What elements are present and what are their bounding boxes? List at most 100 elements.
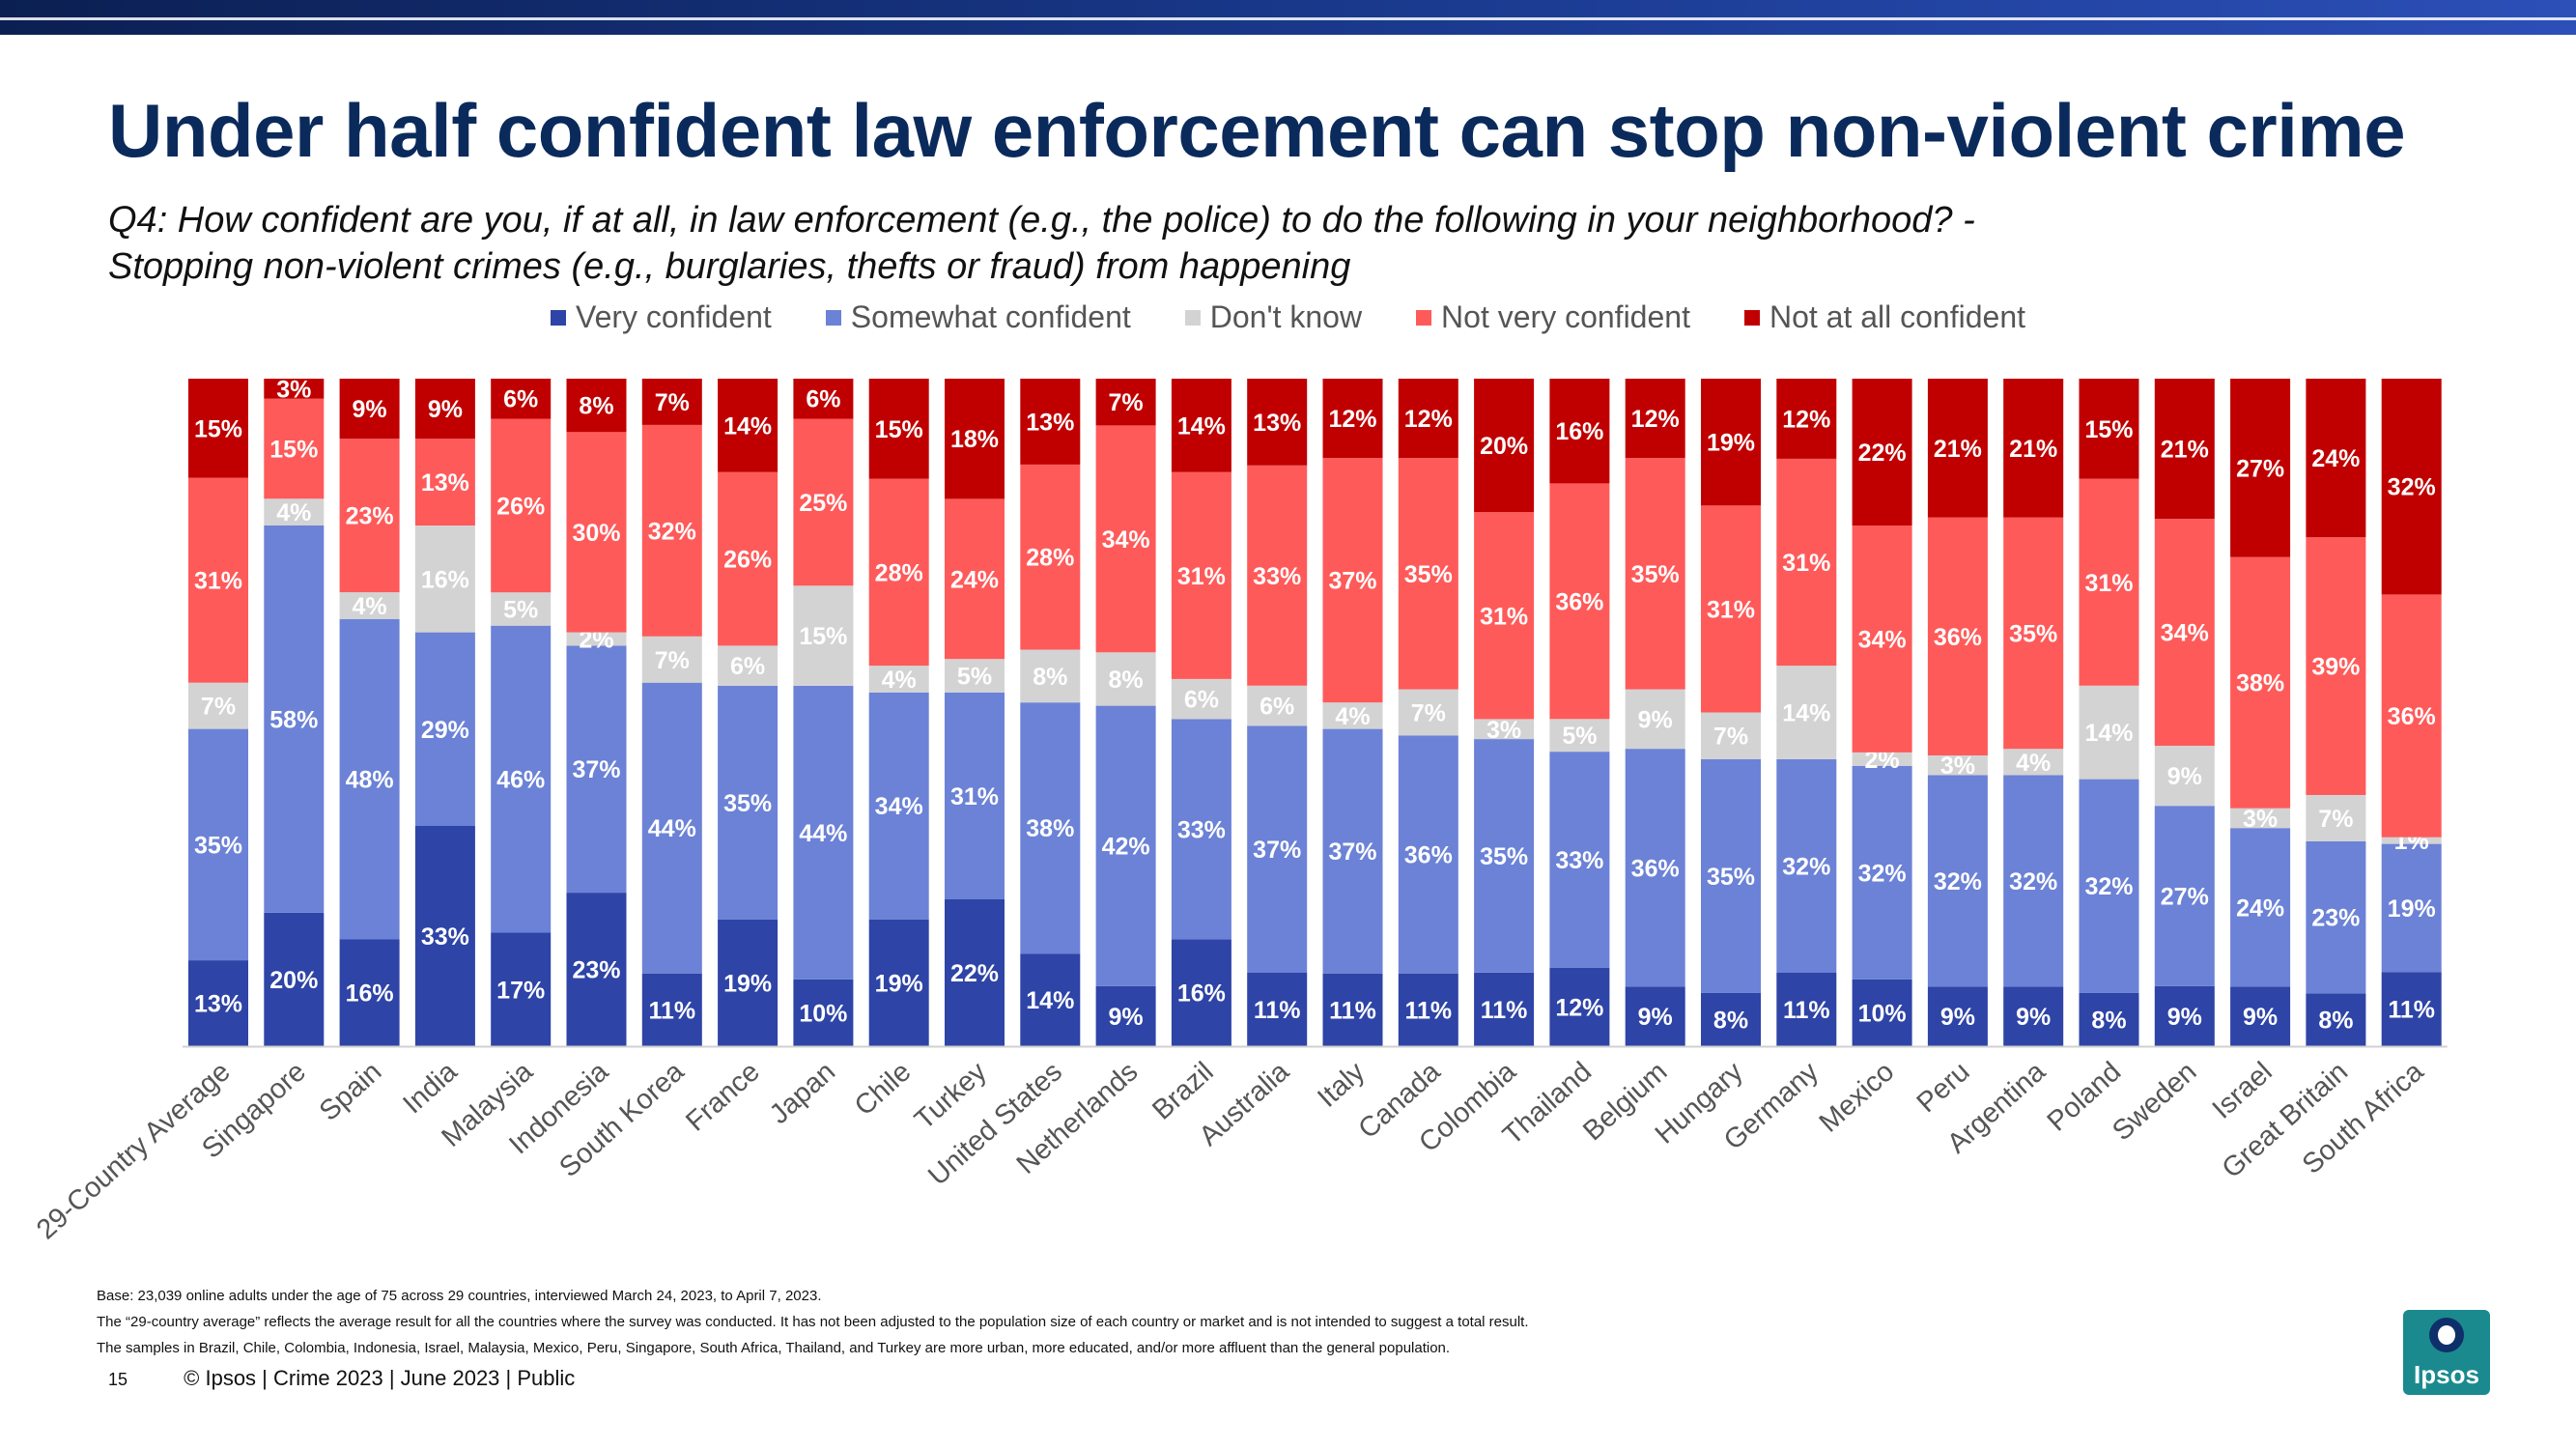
data-label-very-confident-thailand: 12% xyxy=(1555,994,1603,1021)
data-label-somewhat-confident-united-states: 38% xyxy=(1026,815,1074,842)
data-label-very-confident-germany: 11% xyxy=(1783,997,1830,1024)
bar-segment-don-t-know-malaysia xyxy=(491,592,552,626)
bar-segment-not-very-confident-argentina xyxy=(2003,517,2064,750)
bar-segment-don-t-know-netherlands xyxy=(1095,652,1156,706)
data-label-not-very-confident-germany: 31% xyxy=(1782,550,1830,577)
bar-segment-not-very-confident-belgium xyxy=(1625,458,1685,690)
data-label-not-at-all-confident-canada: 12% xyxy=(1404,406,1453,433)
data-label-don-t-know-brazil: 6% xyxy=(1184,687,1219,714)
data-label-somewhat-confident-turkey: 31% xyxy=(950,783,999,810)
bar-segment-don-t-know-japan xyxy=(793,585,854,686)
data-label-very-confident-sweden: 9% xyxy=(2167,1004,2202,1031)
data-label-don-t-know-thailand: 5% xyxy=(1562,723,1597,750)
bar-segment-not-very-confident-australia xyxy=(1247,465,1308,686)
data-label-not-very-confident-great-britain: 39% xyxy=(2311,654,2360,681)
data-label-very-confident-mexico: 10% xyxy=(1858,1001,1907,1028)
bar-segment-don-t-know-brazil xyxy=(1171,679,1231,720)
logo-text: Ipsos xyxy=(2414,1360,2479,1389)
data-label-don-t-know-poland: 14% xyxy=(2084,720,2133,747)
page-number: 15 xyxy=(108,1370,128,1389)
data-label-very-confident-south-africa: 11% xyxy=(2388,997,2435,1024)
data-label-not-very-confident-argentina: 35% xyxy=(2009,620,2057,647)
category-label-spain: Spain xyxy=(314,1056,388,1126)
bar-segment-don-t-know-south-korea xyxy=(641,636,702,683)
bar-segment-don-t-know-chile xyxy=(868,666,929,693)
bar-segment-don-t-know-great-britain xyxy=(2306,795,2366,841)
bar-segment-not-at-all-confident-peru xyxy=(1927,379,1988,518)
bar-segment-very-confident-29-country-average xyxy=(188,960,248,1046)
bar-segment-not-very-confident-germany xyxy=(1776,458,1837,667)
bar-segment-somewhat-confident-chile xyxy=(868,692,929,920)
bar-segment-don-t-know-peru xyxy=(1927,755,1988,776)
data-label-not-very-confident-mexico: 34% xyxy=(1858,627,1907,654)
data-label-not-at-all-confident-indonesia: 8% xyxy=(579,393,613,420)
data-label-not-at-all-confident-colombia: 20% xyxy=(1480,433,1528,460)
category-label-italy: Italy xyxy=(1312,1056,1371,1114)
bar-segment-don-t-know-belgium xyxy=(1625,689,1685,750)
bar-segment-very-confident-argentina xyxy=(2003,986,2064,1046)
bar-segment-not-very-confident-spain xyxy=(339,439,400,593)
data-label-not-very-confident-italy: 37% xyxy=(1328,568,1376,595)
bar-segment-not-at-all-confident-chile xyxy=(868,379,929,479)
bar-segment-don-t-know-singapore xyxy=(264,498,325,526)
data-label-not-at-all-confident-japan: 6% xyxy=(806,386,840,413)
stacked-bar-chart: 13%35%7%31%15%29-Country Average20%58%4%… xyxy=(30,376,2448,1246)
bar-segment-very-confident-peru xyxy=(1927,986,1988,1046)
bar-segment-very-confident-hungary xyxy=(1701,992,1761,1046)
data-label-don-t-know-united-states: 8% xyxy=(1033,664,1067,691)
bar-segment-not-very-confident-israel xyxy=(2230,556,2291,809)
data-label-not-at-all-confident-israel: 27% xyxy=(2236,455,2284,482)
data-label-not-at-all-confident-belgium: 12% xyxy=(1631,406,1680,433)
data-label-not-very-confident-29-country-average: 31% xyxy=(194,568,242,595)
data-label-don-t-know-turkey: 5% xyxy=(957,664,992,691)
data-label-not-very-confident-turkey: 24% xyxy=(950,566,999,593)
bar-segment-not-at-all-confident-south-korea xyxy=(641,379,702,425)
bar-segment-not-at-all-confident-singapore xyxy=(264,379,325,399)
bar-segment-don-t-know-india xyxy=(414,526,475,633)
bar-segment-very-confident-brazil xyxy=(1171,939,1231,1046)
data-label-not-at-all-confident-south-korea: 7% xyxy=(655,389,690,416)
data-label-don-t-know-argentina: 4% xyxy=(2016,750,2051,777)
bar-segment-don-t-know-united-states xyxy=(1020,649,1081,703)
bar-segment-somewhat-confident-spain xyxy=(339,618,400,940)
data-label-somewhat-confident-great-britain: 23% xyxy=(2311,905,2360,932)
legend-swatch-very-confident xyxy=(551,309,566,326)
bar-segment-somewhat-confident-mexico xyxy=(1852,765,1912,980)
data-label-not-at-all-confident-singapore: 3% xyxy=(276,376,311,403)
legend-item-not-very-confident: Not very confident xyxy=(1416,299,1690,335)
bar-segment-don-t-know-29-country-average xyxy=(188,682,248,729)
bar-segment-not-very-confident-hungary xyxy=(1701,505,1761,713)
bar-segment-don-t-know-australia xyxy=(1247,685,1308,726)
data-label-not-very-confident-united-states: 28% xyxy=(1026,545,1074,572)
category-label-united-states: United States xyxy=(922,1056,1068,1191)
data-label-very-confident-indonesia: 23% xyxy=(572,957,620,984)
bar-segment-not-at-all-confident-argentina xyxy=(2003,379,2064,518)
bar-segment-very-confident-indonesia xyxy=(566,893,627,1046)
bar-segment-not-at-all-confident-south-africa xyxy=(2381,379,2442,595)
bar-segment-not-at-all-confident-hungary xyxy=(1701,379,1761,506)
legend-item-very-confident: Very confident xyxy=(551,299,772,335)
bar-segment-very-confident-italy xyxy=(1322,973,1383,1046)
data-label-very-confident-south-korea: 11% xyxy=(648,997,695,1024)
bar-segment-not-at-all-confident-japan xyxy=(793,379,854,419)
bar-segment-very-confident-chile xyxy=(868,919,929,1046)
data-label-don-t-know-chile: 4% xyxy=(882,667,917,694)
bar-segment-very-confident-germany xyxy=(1776,973,1837,1046)
bar-segment-don-t-know-indonesia xyxy=(566,632,627,646)
data-label-somewhat-confident-thailand: 33% xyxy=(1555,847,1603,874)
data-label-don-t-know-spain: 4% xyxy=(353,593,387,620)
bar-segment-not-very-confident-malaysia xyxy=(491,418,552,593)
question-line-1: Q4: How confident are you, if at all, in… xyxy=(108,200,1975,241)
bar-segment-very-confident-turkey xyxy=(945,899,1005,1046)
data-label-very-confident-great-britain: 8% xyxy=(2318,1008,2353,1035)
data-label-not-very-confident-brazil: 31% xyxy=(1177,563,1226,590)
bar-segment-don-t-know-colombia xyxy=(1474,719,1535,740)
bar-segment-don-t-know-canada xyxy=(1398,689,1458,736)
data-label-don-t-know-italy: 4% xyxy=(1335,703,1370,730)
data-label-very-confident-chile: 19% xyxy=(875,970,923,997)
legend-item-somewhat-confident: Somewhat confident xyxy=(825,299,1131,335)
bar-segment-very-confident-spain xyxy=(339,939,400,1046)
data-label-not-very-confident-netherlands: 34% xyxy=(1102,526,1150,554)
bar-segment-somewhat-confident-great-britain xyxy=(2306,840,2366,994)
bar-segment-not-at-all-confident-india xyxy=(414,379,475,440)
